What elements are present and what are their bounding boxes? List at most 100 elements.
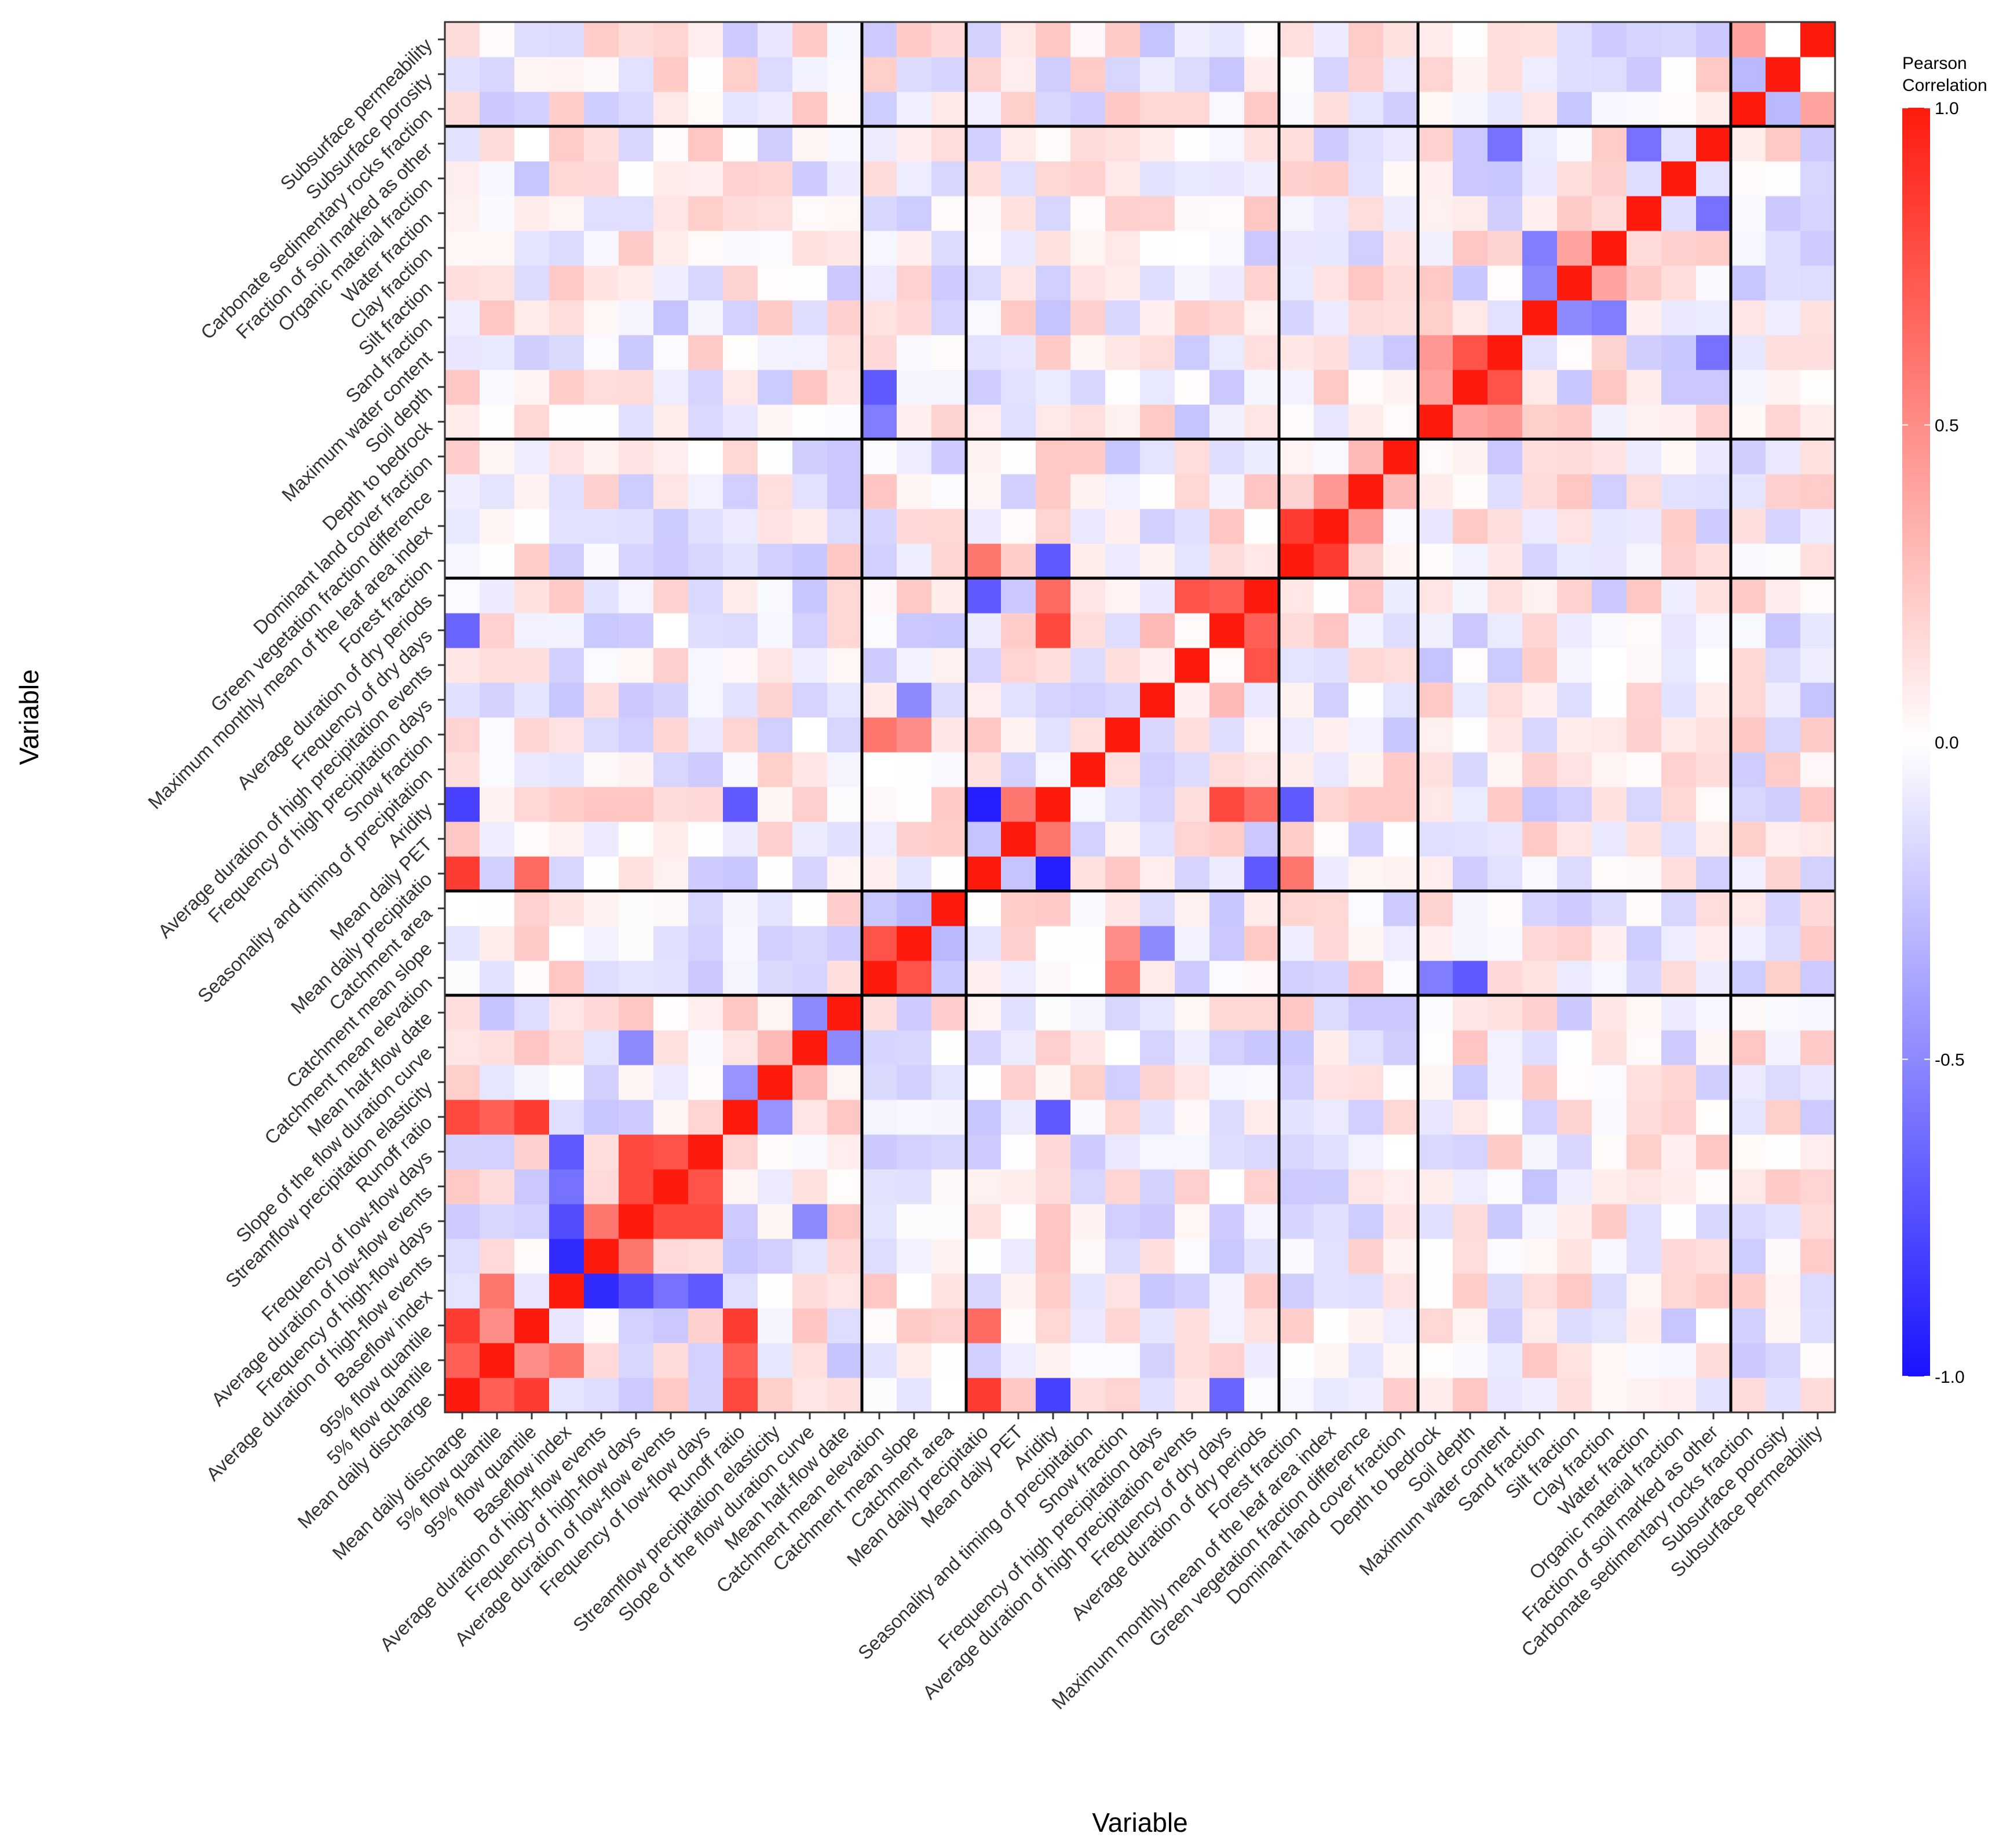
- heatmap-cell: [549, 787, 584, 822]
- heatmap-cell: [1314, 1065, 1349, 1100]
- heatmap-cell: [1348, 22, 1384, 57]
- heatmap-cell: [792, 926, 828, 961]
- heatmap-cell: [1766, 22, 1801, 57]
- heatmap-cell: [445, 370, 480, 405]
- heatmap-cell: [1383, 1204, 1419, 1239]
- heatmap-cell: [1592, 231, 1627, 266]
- heatmap-cell: [1522, 1273, 1558, 1309]
- heatmap-cell: [1766, 821, 1801, 857]
- heatmap-cell: [480, 265, 515, 301]
- heatmap-cell: [827, 821, 863, 857]
- heatmap-cell: [827, 126, 863, 162]
- heatmap-cell: [1244, 57, 1280, 92]
- heatmap-cell: [480, 995, 515, 1031]
- heatmap-cell: [688, 57, 723, 92]
- heatmap-cell: [1661, 231, 1697, 266]
- heatmap-cell: [1453, 1100, 1488, 1135]
- heatmap-cell: [1175, 960, 1210, 996]
- heatmap-cell: [1175, 1273, 1210, 1309]
- heatmap-cell: [514, 439, 550, 474]
- heatmap-cell: [931, 474, 967, 509]
- heatmap-cell: [1140, 1273, 1175, 1309]
- heatmap-cell: [1766, 960, 1801, 996]
- heatmap-cell: [1766, 1134, 1801, 1170]
- heatmap-cell: [966, 1378, 1002, 1413]
- heatmap-cell: [1800, 1100, 1836, 1135]
- heatmap-cell: [1070, 231, 1106, 266]
- heatmap-cell: [862, 1100, 897, 1135]
- heatmap-cell: [862, 1065, 897, 1100]
- heatmap-cell: [480, 335, 515, 370]
- heatmap-cell: [1209, 1343, 1245, 1378]
- heatmap-cell: [1001, 752, 1036, 787]
- heatmap-cell: [1696, 1239, 1731, 1274]
- heatmap-cell: [1348, 509, 1384, 544]
- heatmap-cell: [1314, 300, 1349, 335]
- heatmap-cell: [931, 891, 967, 926]
- heatmap-cell: [1661, 613, 1697, 648]
- heatmap-cell: [1001, 960, 1036, 996]
- y-axis-title: Variable: [14, 669, 44, 765]
- heatmap-cell: [619, 752, 654, 787]
- heatmap-cell: [1209, 1204, 1245, 1239]
- heatmap-cell: [1800, 231, 1836, 266]
- heatmap-cell: [1696, 300, 1731, 335]
- heatmap-cell: [1383, 682, 1419, 718]
- heatmap-cell: [1418, 613, 1453, 648]
- heatmap-cell: [619, 300, 654, 335]
- heatmap-cell: [1418, 648, 1453, 683]
- heatmap-cell: [1418, 265, 1453, 301]
- heatmap-cell: [480, 1204, 515, 1239]
- heatmap-cell: [1036, 960, 1071, 996]
- heatmap-cell: [1731, 265, 1766, 301]
- heatmap-cell: [1522, 92, 1558, 127]
- heatmap-cell: [1001, 995, 1036, 1031]
- heatmap-cell: [1175, 787, 1210, 822]
- heatmap-cell: [897, 613, 932, 648]
- heatmap-cell: [1140, 995, 1175, 1031]
- heatmap-cell: [1627, 231, 1662, 266]
- heatmap-cell: [1036, 787, 1071, 822]
- heatmap-cell: [1175, 196, 1210, 231]
- heatmap-cell: [862, 509, 897, 544]
- heatmap-cell: [1418, 300, 1453, 335]
- heatmap-cell: [1209, 1308, 1245, 1343]
- heatmap-cell: [1627, 1273, 1662, 1309]
- heatmap-cell: [619, 995, 654, 1031]
- heatmap-cell: [1766, 1030, 1801, 1065]
- heatmap-cell: [931, 1169, 967, 1204]
- heatmap-cell: [1592, 1308, 1627, 1343]
- heatmap-cell: [723, 1308, 758, 1343]
- heatmap-cell: [1279, 717, 1314, 753]
- heatmap-cell: [1244, 960, 1280, 996]
- heatmap-cell: [1348, 1065, 1384, 1100]
- heatmap-cell: [1418, 1239, 1453, 1274]
- heatmap-cell: [1418, 231, 1453, 266]
- heatmap-cell: [1766, 648, 1801, 683]
- heatmap-cell: [1279, 543, 1314, 579]
- heatmap-cell: [549, 1273, 584, 1309]
- heatmap-cell: [1592, 57, 1627, 92]
- heatmap-cell: [1488, 543, 1523, 579]
- heatmap-cell: [1627, 1239, 1662, 1274]
- heatmap-cell: [1557, 370, 1592, 405]
- heatmap-cell: [480, 439, 515, 474]
- heatmap-cell: [723, 1378, 758, 1413]
- heatmap-cell: [1244, 543, 1280, 579]
- heatmap-cell: [1557, 752, 1592, 787]
- heatmap-cell: [1383, 22, 1419, 57]
- heatmap-cell: [1557, 682, 1592, 718]
- heatmap-cell: [1661, 1273, 1697, 1309]
- heatmap-cell: [758, 1204, 793, 1239]
- heatmap-cell: [1140, 1030, 1175, 1065]
- heatmap-cell: [549, 856, 584, 892]
- heatmap-cell: [1592, 404, 1627, 440]
- heatmap-cell: [1696, 161, 1731, 196]
- heatmap-cell: [1661, 1378, 1697, 1413]
- heatmap-cell: [1766, 370, 1801, 405]
- heatmap-cell: [723, 1169, 758, 1204]
- heatmap-cell: [1314, 613, 1349, 648]
- heatmap-cell: [1209, 613, 1245, 648]
- heatmap-cell: [445, 1100, 480, 1135]
- heatmap-cell: [1592, 613, 1627, 648]
